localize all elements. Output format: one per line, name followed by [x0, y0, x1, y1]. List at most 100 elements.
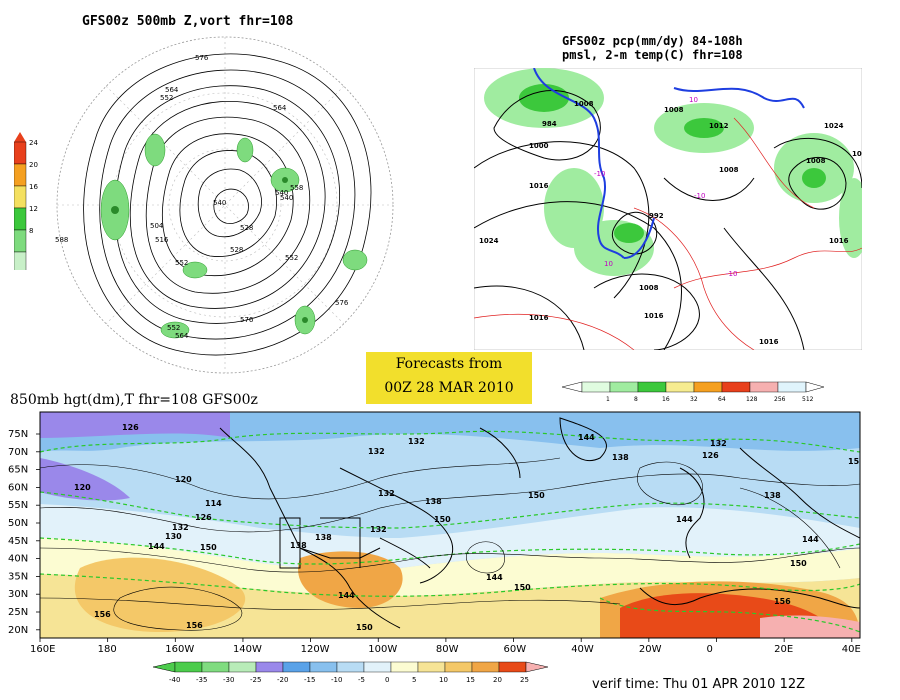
pressure-label: 1008 — [574, 100, 594, 108]
colorbar-label: 64 — [718, 396, 726, 403]
longitude-label: 20W — [639, 644, 662, 655]
colorbar-label: 512 — [802, 396, 814, 403]
temp-label: -10 — [594, 170, 605, 178]
colorbar-swatch — [693, 381, 723, 393]
colorbar-swatch — [777, 381, 807, 393]
main-panel-title: 850mb hgt(dm),T fhr=108 GFS00z — [10, 392, 258, 408]
contour-label: 558 — [290, 184, 303, 192]
contour-label: 132 — [172, 523, 189, 532]
colorbar-swatch — [417, 661, 446, 673]
colorbar-label: 20 — [29, 161, 38, 169]
contour-label: 576 — [240, 316, 254, 324]
colorbar-swatch — [228, 661, 257, 673]
temperature-colorbar: -40 -35 -30 -25 -20 -15 -10 -5 0 5 10 15 20 25 — [152, 661, 549, 684]
colorbar-swatch — [749, 381, 779, 393]
contour-label: 120 — [74, 483, 91, 492]
contour-label: 144 — [486, 573, 503, 582]
contour-label: 564 — [165, 86, 179, 94]
contour-label: 552 — [175, 259, 188, 267]
pcp-pmsl-map: 1008 1000 984 1016 1024 1008 1008 992 10… — [474, 68, 862, 350]
pressure-label: 1016 — [529, 314, 549, 322]
contour-label: 150 — [200, 543, 217, 552]
colorbar-swatch — [390, 661, 419, 673]
coastlines — [219, 417, 860, 629]
latitude-label: 65N — [8, 465, 28, 476]
colorbar-label: 32 — [690, 396, 698, 403]
pressure-label: 1024 — [479, 237, 499, 245]
latitude-labels: 75N 70N 65N 60N 55N 50N 45N 40N 35N 30N 25N 20N — [8, 429, 40, 636]
contour-label: 156 — [94, 610, 111, 619]
latitude-label: 70N — [8, 447, 28, 458]
pressure-label: 1016 — [529, 182, 549, 190]
pressure-label: 1000 — [529, 142, 549, 150]
pressure-label: 1008 — [664, 106, 684, 114]
colorbar-label: 8 — [29, 227, 33, 235]
longitude-label: 180 — [98, 644, 117, 655]
contour-label: 564 — [175, 332, 189, 340]
contour-label: 132 — [378, 489, 395, 498]
contour-label: 138 — [764, 491, 781, 500]
polar-height-contours — [83, 53, 372, 356]
contour-label: 126 — [195, 513, 212, 522]
colorbar-swatch — [282, 661, 311, 673]
colorbar-swatch — [14, 251, 27, 270]
colorbar-label: 1 — [606, 396, 610, 403]
colorbar-label: -20 — [277, 676, 288, 684]
colorbar-label: 12 — [29, 205, 38, 213]
banner-line2: 00Z 28 MAR 2010 — [384, 380, 514, 396]
longitude-label: 20E — [774, 644, 793, 655]
colorbar-label: 8 — [634, 396, 638, 403]
colorbar-label: 16 — [29, 183, 38, 191]
colorbar-label: 5 — [412, 676, 416, 684]
contour-label: 132 — [370, 525, 387, 534]
contour-label: 540 — [275, 189, 288, 197]
contour-label: 576 — [335, 299, 349, 307]
colorbar-swatch — [336, 661, 365, 673]
longitude-label: 40E — [842, 644, 861, 655]
contour-label: 144 — [338, 591, 355, 600]
contour-label: 138 — [612, 453, 629, 462]
colorbar-label: -5 — [358, 676, 365, 684]
colorbar-label: -25 — [250, 676, 261, 684]
colorbar-swatch — [471, 661, 500, 673]
pressure-label: 1016 — [759, 338, 779, 346]
polar-contour-labels: 576 564 540 528 516 552 504 588 576 564 … — [55, 54, 349, 340]
vorticity-colorbar: 24 20 16 12 8 4 — [14, 132, 38, 270]
colorbar-swatch — [201, 661, 230, 673]
pressure-label: 992 — [649, 212, 664, 220]
contour-label: 552 — [160, 94, 173, 102]
contour-label: 564 — [273, 104, 287, 112]
colorbar-label: 128 — [746, 396, 758, 403]
colorbar-label: -10 — [331, 676, 342, 684]
pressure-label: 1012 — [709, 122, 729, 130]
polar-vorticity-cores — [111, 177, 308, 323]
longitude-label: 80W — [436, 644, 459, 655]
colorbar-swatch — [14, 207, 27, 231]
contour-label: 540 — [213, 199, 226, 207]
colorbar-swatch — [665, 381, 695, 393]
contour-label: 132 — [408, 437, 425, 446]
colorbar-swatch — [609, 381, 639, 393]
latitude-label: 45N — [8, 536, 28, 547]
longitude-label: 140W — [233, 644, 262, 655]
contour-label: 138 — [290, 541, 307, 550]
colorbar-label: -30 — [223, 676, 234, 684]
contour-label: 150 — [790, 559, 807, 568]
colorbar-label: -15 — [304, 676, 315, 684]
longitude-labels: 160E 180 160W 140W 120W 100W 80W 60W 40W 20W 0 20E 4… — [30, 638, 861, 655]
contour-label: 132 — [368, 447, 385, 456]
isotherm-dashed — [40, 430, 860, 633]
height-labels: 126 120 120 114 126 132 130 144 150 156 … — [74, 423, 860, 632]
latitude-label: 35N — [8, 571, 28, 582]
latitude-label: 30N — [8, 589, 28, 600]
longitude-label: 0 — [707, 644, 713, 655]
colorbar-arrow — [152, 661, 176, 673]
contour-label: 552 — [285, 254, 298, 262]
pressure-label: 1016 — [829, 237, 849, 245]
contour-label: 126 — [122, 423, 139, 432]
contour-label: 120 — [175, 475, 192, 484]
contour-label: 150 — [528, 491, 545, 500]
contour-label: 528 — [240, 224, 253, 232]
height-contours — [40, 457, 860, 631]
colorbar-label: 0 — [385, 676, 389, 684]
